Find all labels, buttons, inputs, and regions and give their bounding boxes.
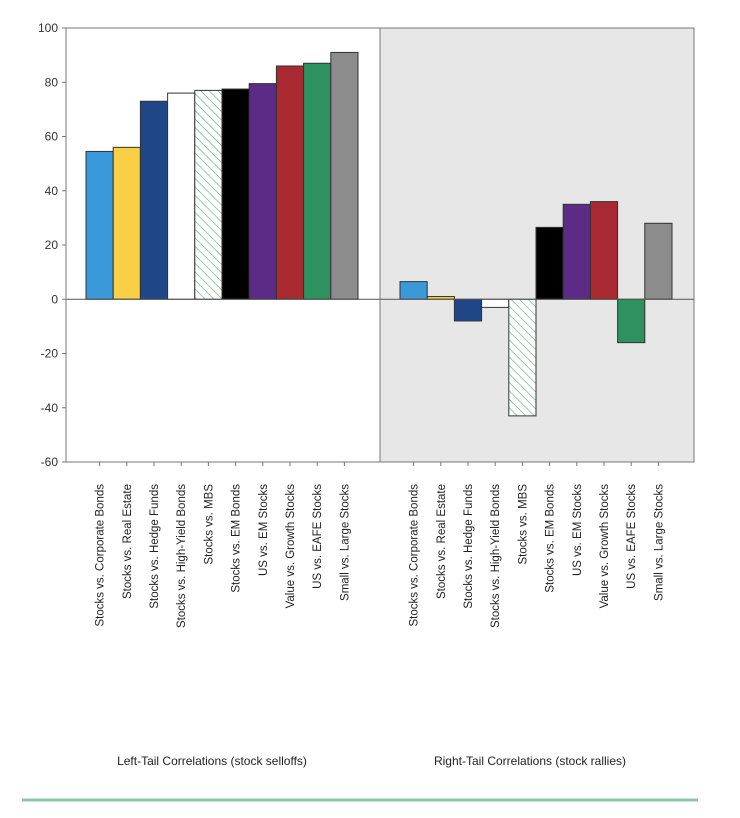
left-category-label-4: Stocks vs. High-Yield Bonds	[176, 484, 188, 628]
left-bar-7	[248, 83, 277, 300]
right-bar-8	[589, 201, 619, 300]
right-category-label-3: Stocks vs. Hedge Funds	[463, 484, 475, 609]
right-category-label-6: Stocks vs. EM Bonds	[545, 484, 557, 593]
right-bar-1	[399, 281, 428, 300]
y-tick-label-6: 0	[51, 292, 58, 306]
right-category-label-2: Stocks vs. Real Estate	[436, 484, 448, 599]
left-bar-9	[303, 62, 332, 300]
left-category-label-10: Small vs. Large Stocks	[339, 484, 351, 601]
left-bar-8	[275, 65, 305, 300]
left-category-label-5: Stocks vs. MBS	[203, 484, 215, 565]
right-category-label-10: Small vs. Large Stocks	[653, 484, 665, 601]
left-bar-4	[167, 92, 196, 300]
left-bar-2	[112, 146, 141, 300]
right-bar-9	[617, 298, 646, 344]
y-tick-label-5: 20	[45, 238, 59, 252]
y-tick-label-2: 80	[45, 75, 59, 89]
left-category-label-2: Stocks vs. Real Estate	[122, 484, 134, 599]
left-category-label-8: Value vs. Growth Stocks	[285, 484, 297, 609]
y-tick-label-1: 100	[38, 21, 58, 35]
y-tick-label-8: -40	[41, 401, 59, 415]
right-category-label-5: Stocks vs. MBS	[517, 484, 529, 565]
left-category-label-9: US vs. EAFE Stocks	[312, 484, 324, 589]
right-bar-10	[644, 222, 673, 300]
left-category-label-7: US vs. EM Stocks	[258, 484, 270, 576]
left-category-label-6: Stocks vs. EM Bonds	[231, 484, 243, 593]
left-bar-1	[85, 150, 114, 300]
left-bar-3	[139, 100, 169, 300]
right-bar-5	[508, 298, 537, 417]
y-tick-label-7: -20	[41, 347, 59, 361]
right-category-label-4: Stocks vs. High-Yield Bonds	[490, 484, 502, 628]
right-category-label-1: Stocks vs. Corporate Bonds	[409, 484, 421, 627]
right-panel-title: Right-Tail Correlations (stock rallies)	[434, 754, 626, 768]
left-category-label-1: Stocks vs. Corporate Bonds	[95, 484, 107, 627]
left-category-label-3: Stocks vs. Hedge Funds	[149, 484, 161, 609]
right-bar-4	[481, 298, 510, 308]
right-category-label-7: US vs. EM Stocks	[572, 484, 584, 576]
y-tick-label-9: -60	[41, 455, 59, 469]
left-bar-5	[194, 89, 223, 300]
y-tick-label-4: 40	[45, 184, 59, 198]
left-bar-6	[221, 88, 250, 300]
right-bar-3	[453, 298, 483, 322]
right-category-label-9: US vs. EAFE Stocks	[626, 484, 638, 589]
right-bar-6	[535, 226, 564, 300]
right-bar-7	[562, 203, 591, 300]
left-panel-title: Left-Tail Correlations (stock selloffs)	[117, 754, 307, 768]
left-bar-10	[330, 51, 359, 300]
right-category-label-8: Value vs. Growth Stocks	[599, 484, 611, 609]
y-tick-label-3: 60	[45, 130, 59, 144]
